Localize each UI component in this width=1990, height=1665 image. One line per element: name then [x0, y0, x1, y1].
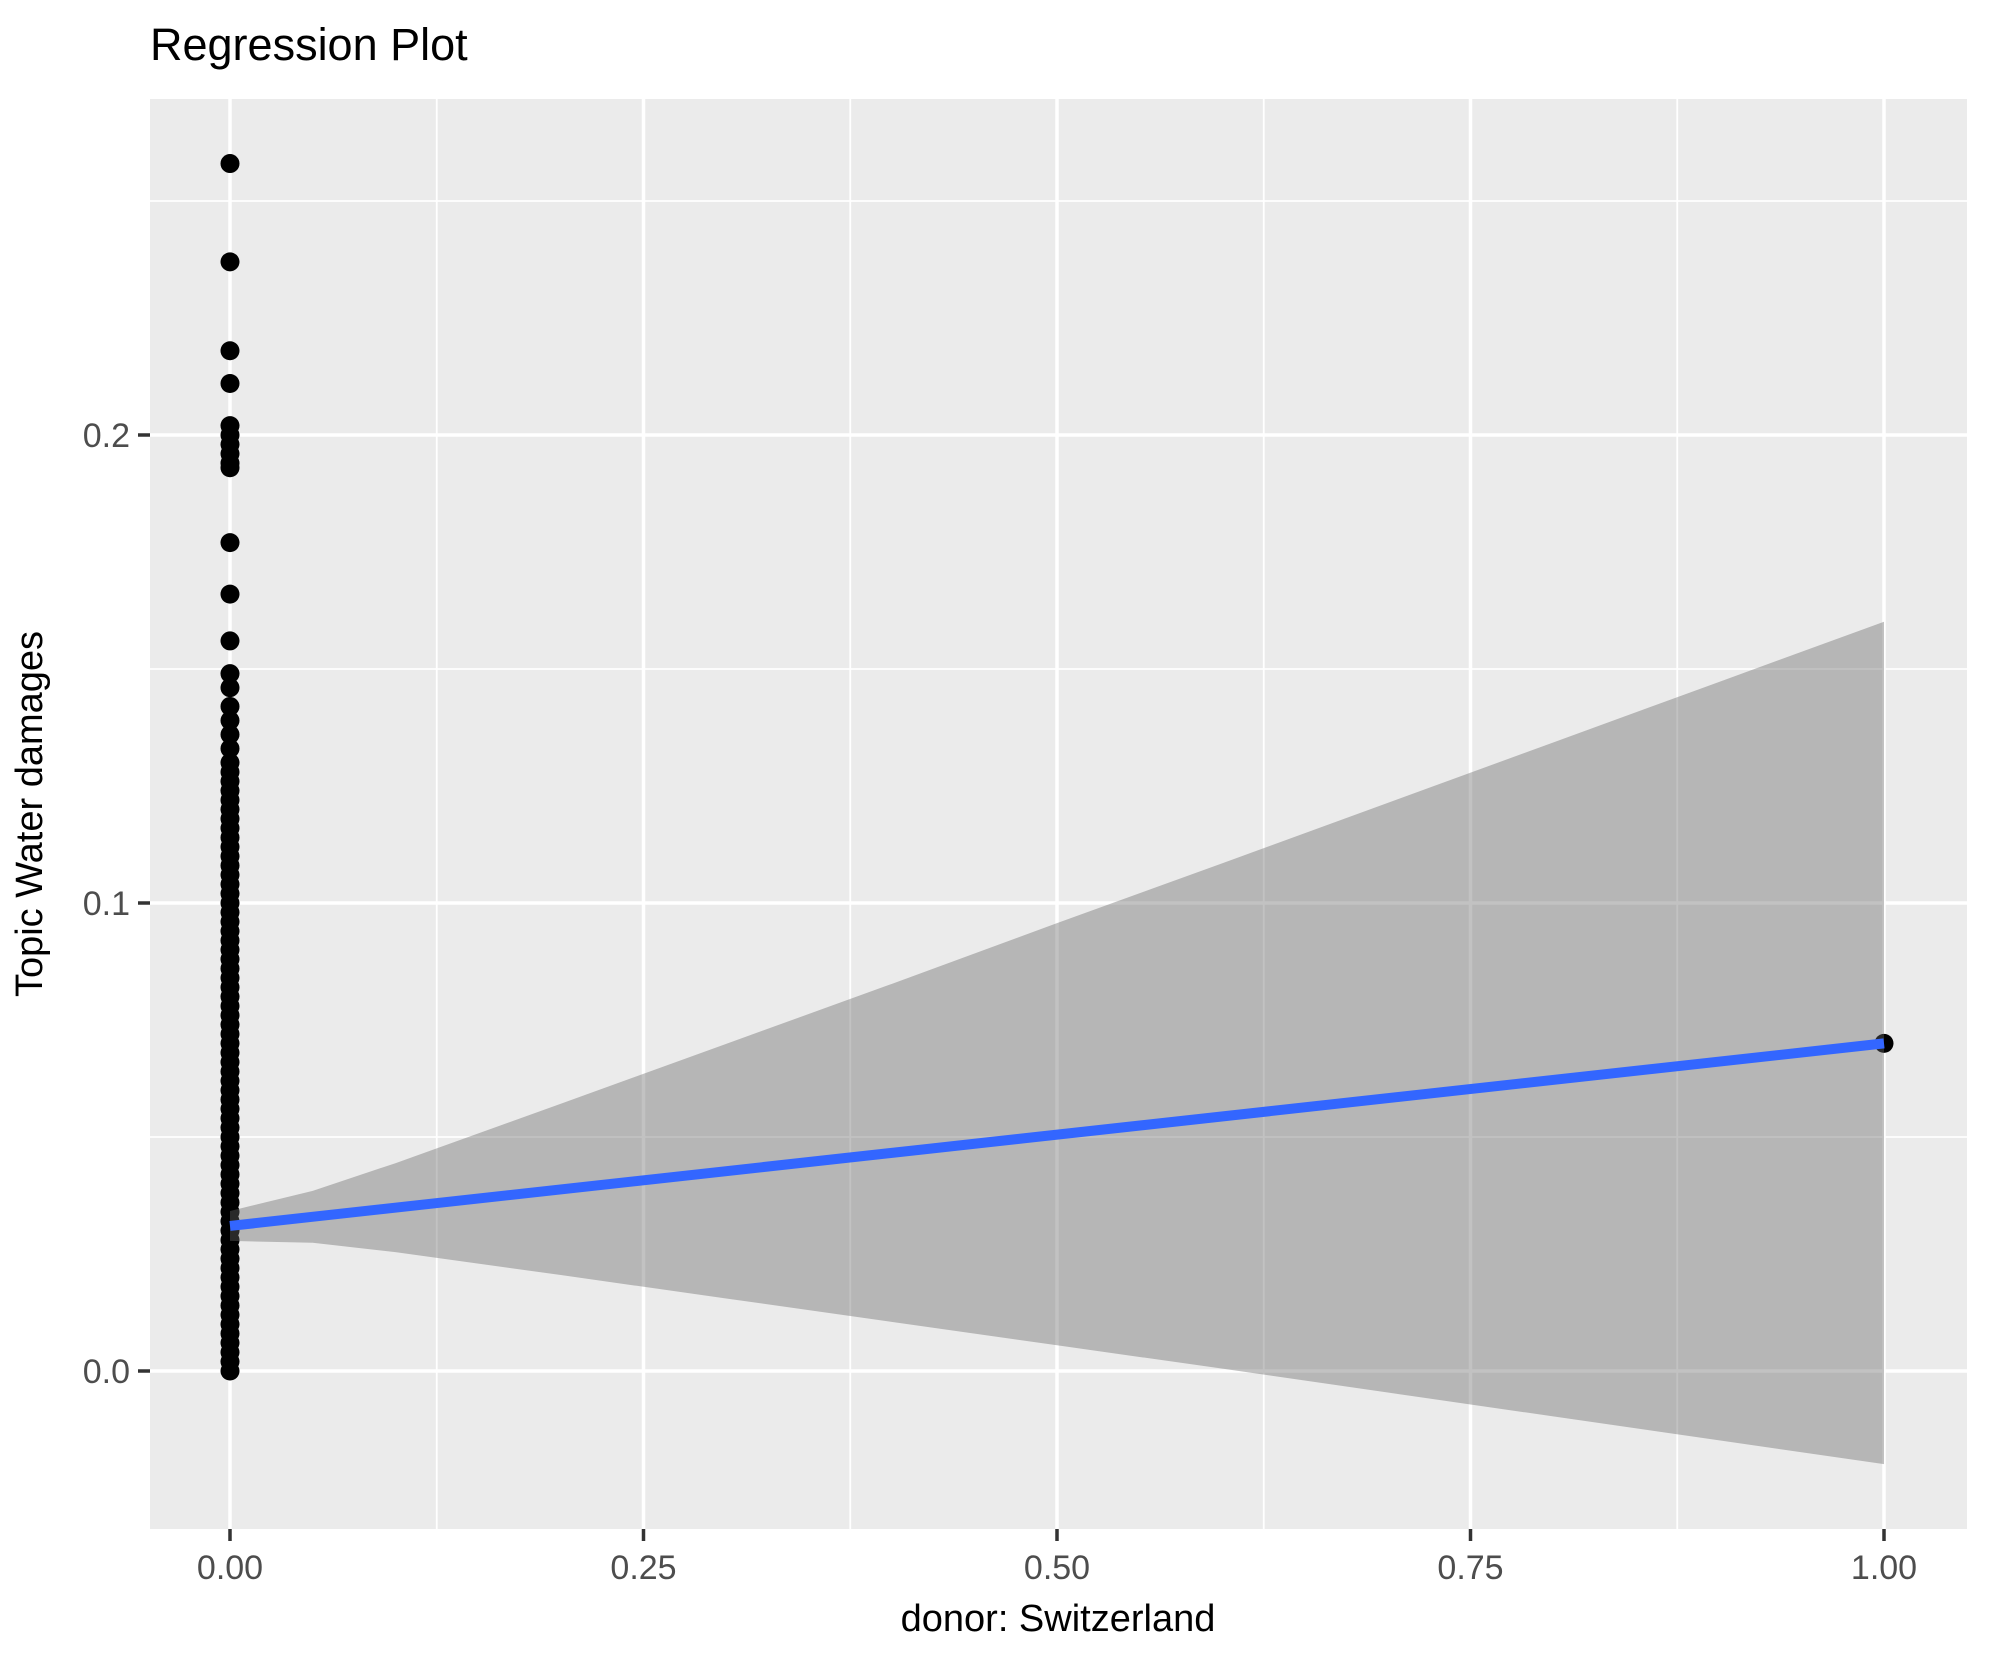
data-point — [220, 678, 240, 698]
x-tick-label: 0.75 — [1437, 1549, 1503, 1587]
axis-ticks-layer — [138, 433, 1886, 1541]
data-point — [220, 753, 240, 773]
x-tick-label: 0.50 — [1024, 1549, 1090, 1587]
data-point — [220, 739, 240, 759]
data-point — [220, 533, 240, 553]
y-tick-label: 0.1 — [83, 885, 130, 923]
data-point — [220, 631, 240, 651]
data-point — [220, 416, 240, 436]
regression-line — [229, 1038, 1885, 1231]
x-tick-label: 1.00 — [1851, 1549, 1917, 1587]
data-point — [220, 341, 240, 361]
data-point — [220, 374, 240, 394]
x-tick-label: 0.25 — [610, 1549, 676, 1587]
data-point — [220, 710, 240, 730]
y-tick-label: 0.2 — [83, 417, 130, 455]
x-axis-title: donor: Switzerland — [901, 1598, 1216, 1640]
axis-tick-labels-layer: 0.00 0.25 0.50 0.75 1.00 0.0 0.1 0.2 — [83, 417, 1917, 1587]
regression-line-layer — [229, 1038, 1885, 1231]
data-point — [220, 154, 240, 174]
data-point — [220, 696, 240, 716]
scatter-points-layer — [220, 154, 1894, 1381]
confidence-band — [230, 621, 1884, 1465]
data-point — [220, 252, 240, 272]
data-point — [220, 584, 240, 604]
data-point — [220, 664, 240, 684]
data-point — [220, 725, 240, 745]
y-tick-label: 0.0 — [83, 1353, 130, 1391]
y-axis-title: Topic Water damages — [9, 631, 51, 997]
x-tick-label: 0.00 — [197, 1549, 263, 1587]
confidence-band-layer — [230, 621, 1884, 1465]
plot-title: Regression Plot — [150, 19, 468, 70]
